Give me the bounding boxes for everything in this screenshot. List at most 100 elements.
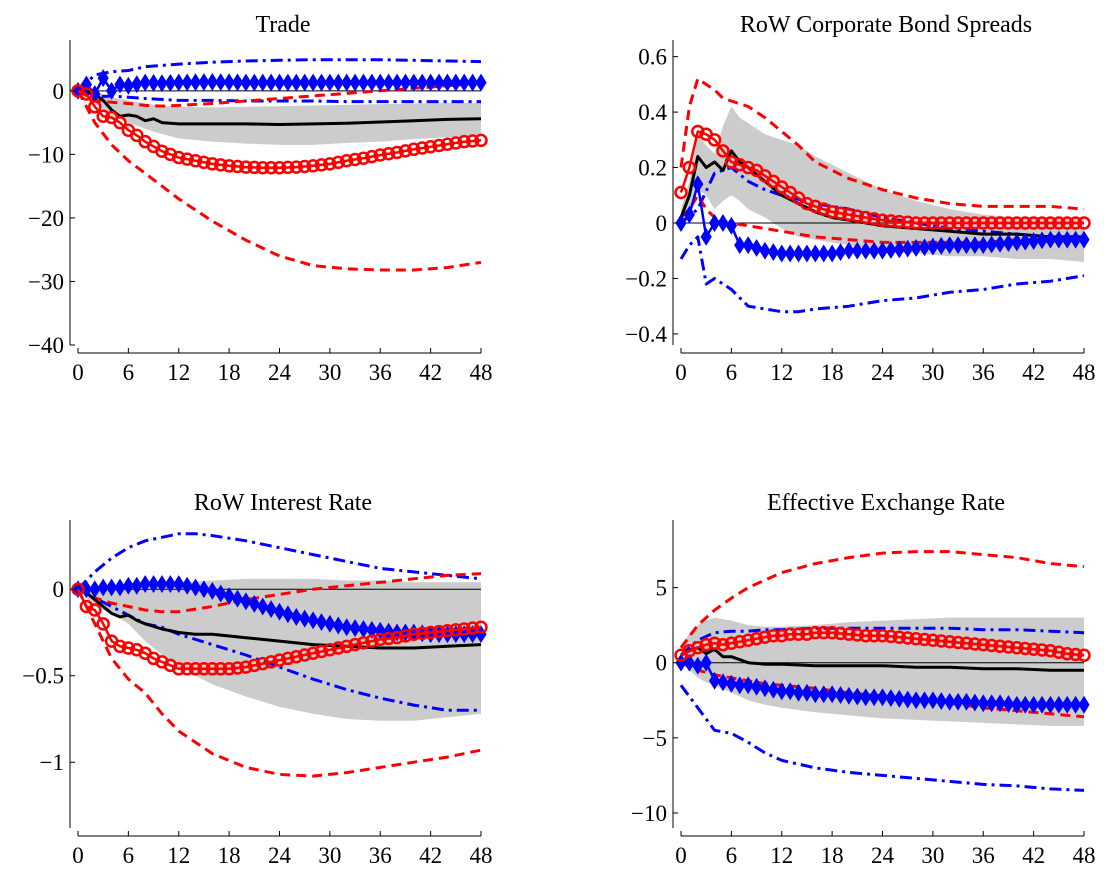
circle-marker bbox=[875, 628, 890, 643]
diamond-marker bbox=[147, 575, 160, 593]
x-tick-label: 18 bbox=[821, 360, 844, 385]
x-tick-label: 0 bbox=[72, 360, 84, 385]
diamond-marker bbox=[885, 241, 897, 259]
circle-marker bbox=[297, 159, 312, 174]
circle-marker bbox=[867, 212, 881, 226]
diamond-marker bbox=[1078, 230, 1090, 249]
panel-row-interest-rate: RoW Interest Rate 0 6 12 18 24 30 36 42 48 0 −0.5 −… bbox=[22, 490, 492, 868]
diamond-marker bbox=[860, 241, 872, 260]
diamond-marker bbox=[282, 73, 294, 92]
circle-marker bbox=[934, 216, 949, 230]
circle-marker bbox=[365, 149, 379, 164]
circle-marker bbox=[691, 124, 705, 139]
circle-marker bbox=[432, 624, 446, 639]
diamond-marker bbox=[986, 235, 998, 254]
circle-marker bbox=[339, 639, 354, 654]
series-line bbox=[77, 587, 482, 650]
diamond-marker bbox=[910, 239, 922, 257]
circle-marker bbox=[791, 627, 806, 641]
circle-marker bbox=[724, 636, 739, 650]
circle-marker bbox=[398, 144, 413, 158]
x-tick-label: 0 bbox=[72, 843, 84, 868]
circle-marker bbox=[724, 155, 739, 169]
series-line bbox=[78, 89, 482, 126]
circle-marker bbox=[1077, 648, 1091, 662]
circle-marker bbox=[113, 639, 127, 654]
panel-title: RoW Interest Rate bbox=[194, 490, 372, 516]
diamond-marker bbox=[307, 611, 319, 630]
x-tick-label: 24 bbox=[268, 360, 292, 385]
diamond-marker bbox=[969, 236, 981, 255]
diamond-marker bbox=[876, 688, 889, 707]
circle-marker bbox=[892, 214, 907, 229]
circle-marker bbox=[682, 643, 697, 658]
circle-marker bbox=[88, 99, 102, 114]
circle-marker bbox=[909, 631, 923, 646]
diamond-marker bbox=[918, 238, 931, 257]
circle-marker bbox=[691, 640, 705, 655]
y-tick-label: −40 bbox=[28, 333, 64, 358]
diamond-marker bbox=[708, 214, 721, 232]
circle-marker bbox=[707, 636, 722, 650]
circle-marker bbox=[900, 631, 915, 645]
circle-marker bbox=[113, 115, 127, 130]
circle-marker bbox=[1001, 216, 1016, 230]
diamond-marker bbox=[801, 244, 813, 263]
diamond-marker bbox=[265, 600, 277, 619]
x-tick-label: 0 bbox=[675, 360, 687, 385]
diamond-marker bbox=[1019, 232, 1031, 251]
diamond-marker bbox=[282, 605, 294, 624]
y-tick-label: 0.2 bbox=[638, 156, 667, 181]
diamond-marker bbox=[944, 692, 956, 711]
circle-marker bbox=[968, 216, 982, 230]
x-tick-label: 18 bbox=[218, 843, 241, 868]
circle-marker bbox=[934, 634, 949, 648]
diamond-marker bbox=[944, 236, 956, 255]
circle-marker bbox=[96, 109, 110, 123]
circle-marker bbox=[365, 634, 379, 648]
circle-marker bbox=[457, 134, 471, 149]
circle-marker bbox=[180, 662, 194, 676]
diamond-marker bbox=[902, 690, 914, 709]
panel-trade: Trade 0 6 12 18 24 30 36 42 48 0 −10 −20 −30 −40 bbox=[28, 12, 492, 385]
y-tick-label: −20 bbox=[28, 206, 64, 231]
diamond-marker bbox=[969, 693, 981, 712]
diamond-marker bbox=[792, 244, 805, 263]
circle-marker bbox=[172, 662, 186, 676]
series-line bbox=[76, 90, 482, 272]
circle-marker bbox=[833, 626, 848, 641]
y-tick-label: −0.5 bbox=[22, 664, 64, 689]
panel-effective-exchange-rate: Effective Exchange Rate 0 6 12 18 24 30 36 42 48… bbox=[631, 490, 1095, 868]
diamond-marker bbox=[223, 73, 235, 92]
diamond-marker bbox=[868, 241, 880, 260]
x-tick-label: 48 bbox=[470, 843, 493, 868]
circle-marker bbox=[917, 632, 932, 647]
circle-marker bbox=[272, 160, 287, 175]
diamond-marker bbox=[257, 73, 269, 92]
diamond-marker bbox=[349, 73, 361, 92]
circle-marker bbox=[758, 630, 772, 644]
circle-marker bbox=[323, 157, 337, 171]
diamond-marker bbox=[767, 243, 779, 262]
panel-title: Effective Exchange Rate bbox=[767, 490, 1005, 516]
series-line bbox=[76, 532, 482, 591]
diamond-marker bbox=[1070, 230, 1082, 249]
circle-marker bbox=[808, 199, 823, 214]
diamond-marker bbox=[851, 241, 863, 260]
x-tick-label: 48 bbox=[1073, 360, 1096, 385]
diamond-marker bbox=[273, 602, 286, 621]
diamond-marker bbox=[366, 620, 378, 639]
x-tick-label: 48 bbox=[470, 360, 493, 385]
confidence-band bbox=[78, 90, 481, 145]
x-tick-label: 30 bbox=[921, 360, 944, 385]
circle-marker bbox=[407, 627, 421, 641]
circle-marker bbox=[205, 157, 220, 171]
diamond-marker bbox=[818, 685, 830, 704]
circle-marker bbox=[465, 134, 480, 148]
diamond-marker bbox=[341, 618, 353, 637]
diamond-marker bbox=[215, 73, 227, 92]
diamond-marker bbox=[467, 73, 479, 92]
series-line bbox=[679, 77, 1085, 211]
x-tick-label: 18 bbox=[218, 360, 241, 385]
circle-marker bbox=[909, 216, 923, 230]
